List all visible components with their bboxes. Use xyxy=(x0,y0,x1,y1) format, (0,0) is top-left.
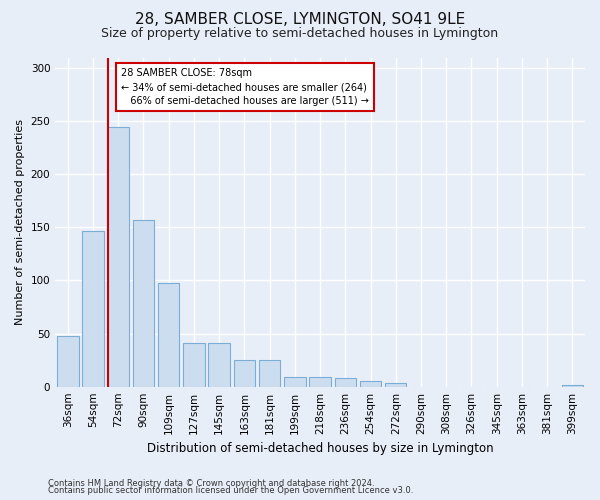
Bar xyxy=(360,382,381,386)
Bar xyxy=(208,343,230,386)
Y-axis label: Number of semi-detached properties: Number of semi-detached properties xyxy=(15,119,25,325)
Text: Size of property relative to semi-detached houses in Lymington: Size of property relative to semi-detach… xyxy=(101,28,499,40)
Text: Contains HM Land Registry data © Crown copyright and database right 2024.: Contains HM Land Registry data © Crown c… xyxy=(48,478,374,488)
Bar xyxy=(259,360,280,386)
Bar xyxy=(284,377,305,386)
Bar xyxy=(385,384,406,386)
Text: 28 SAMBER CLOSE: 78sqm
← 34% of semi-detached houses are smaller (264)
   66% of: 28 SAMBER CLOSE: 78sqm ← 34% of semi-det… xyxy=(121,68,368,106)
Bar xyxy=(57,336,79,386)
Text: Contains public sector information licensed under the Open Government Licence v3: Contains public sector information licen… xyxy=(48,486,413,495)
Bar xyxy=(562,384,583,386)
Bar xyxy=(335,378,356,386)
Bar xyxy=(82,230,104,386)
Bar xyxy=(310,377,331,386)
X-axis label: Distribution of semi-detached houses by size in Lymington: Distribution of semi-detached houses by … xyxy=(147,442,493,455)
Bar xyxy=(133,220,154,386)
Bar xyxy=(183,343,205,386)
Bar xyxy=(233,360,255,386)
Bar xyxy=(158,282,179,387)
Text: 28, SAMBER CLOSE, LYMINGTON, SO41 9LE: 28, SAMBER CLOSE, LYMINGTON, SO41 9LE xyxy=(135,12,465,28)
Bar xyxy=(107,126,129,386)
